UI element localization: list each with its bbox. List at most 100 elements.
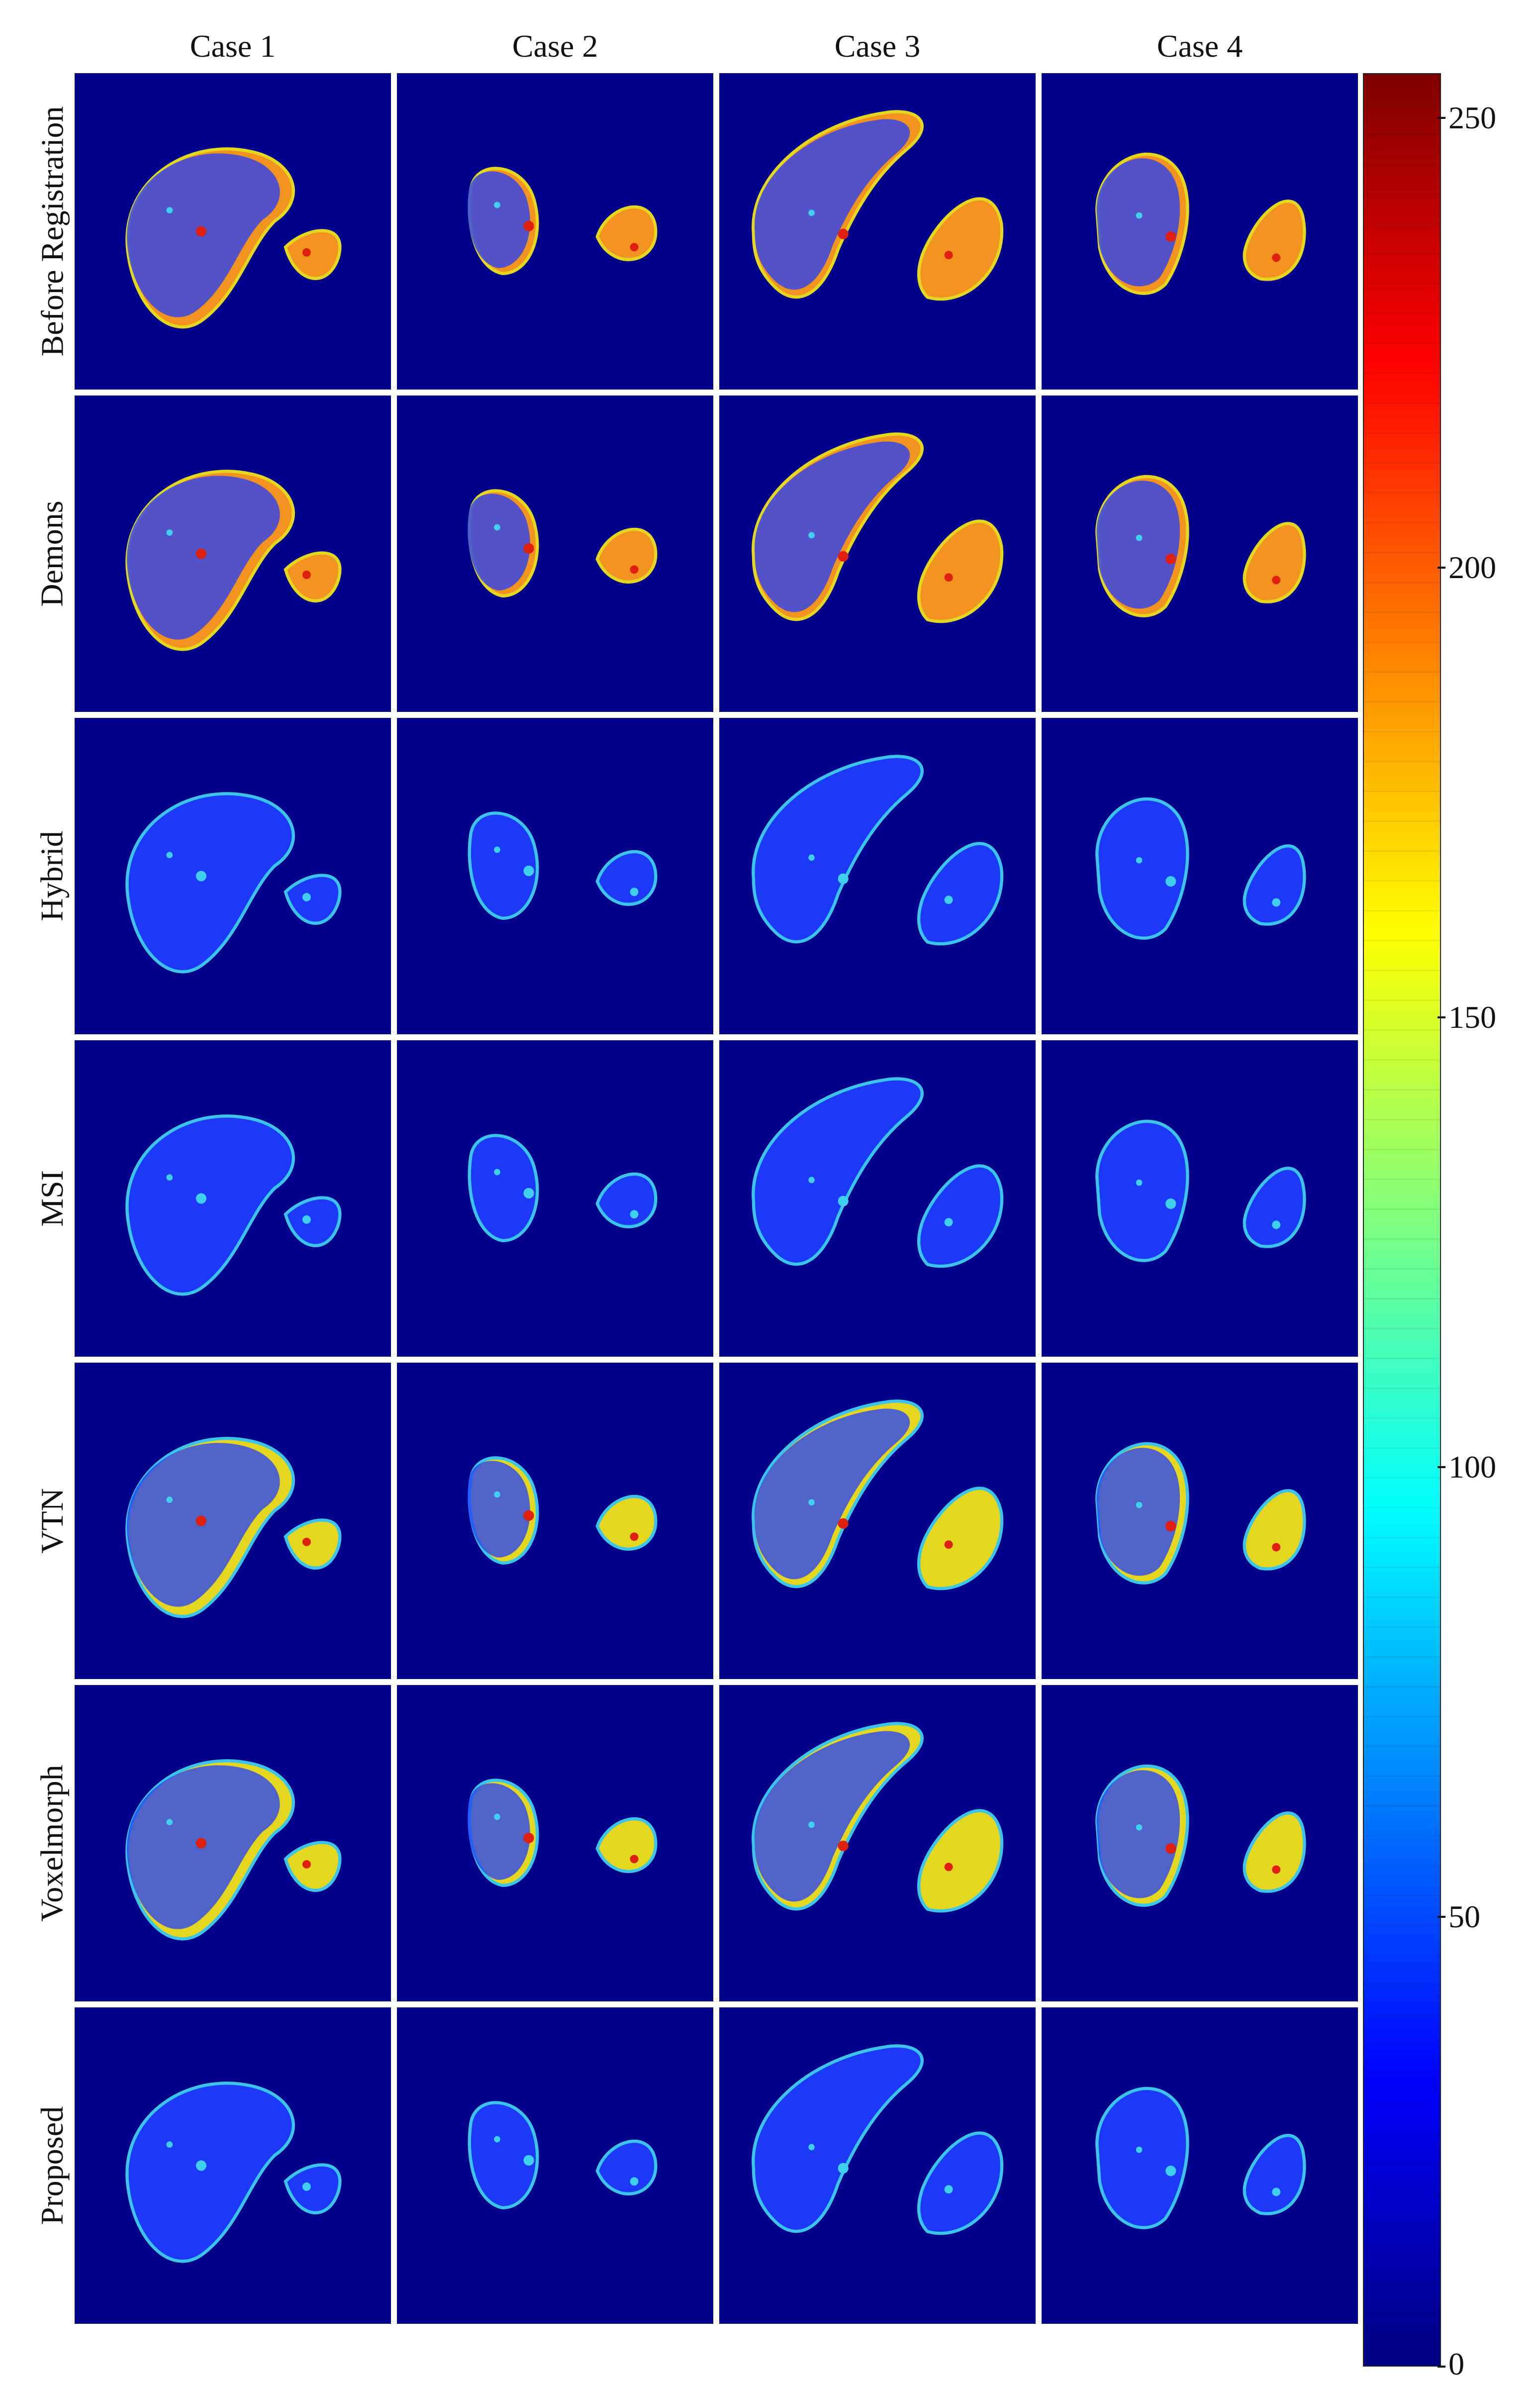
speckle xyxy=(494,1169,500,1176)
speckle xyxy=(1272,1543,1281,1552)
organ-small-region xyxy=(595,1172,658,1228)
organ-small-region xyxy=(284,229,342,280)
speckle xyxy=(808,1499,815,1506)
difference-map xyxy=(1095,1442,1306,1585)
speckle xyxy=(1165,1521,1176,1532)
difference-map xyxy=(752,2044,1004,2235)
organ-small-region xyxy=(917,1164,1004,1268)
panel-voxelmorph-case-3 xyxy=(719,1685,1036,2001)
liver-inner-region xyxy=(468,1461,530,1558)
panel-before-registration-case-2 xyxy=(397,73,713,390)
liver-region xyxy=(1095,2087,1189,2229)
speckle xyxy=(838,228,849,239)
difference-map xyxy=(752,1399,1004,1590)
liver-inner-region xyxy=(1096,1770,1180,1898)
difference-map xyxy=(468,1456,658,1565)
panel-voxelmorph-case-1 xyxy=(75,1685,391,2001)
speckle xyxy=(838,873,849,884)
panel-before-registration-case-4 xyxy=(1042,73,1358,390)
speckle xyxy=(1136,857,1143,864)
colorbar-bands xyxy=(1364,74,1440,2366)
difference-map xyxy=(752,432,1004,623)
panel-hybrid-case-2 xyxy=(397,718,713,1034)
difference-map xyxy=(125,1114,342,1296)
speckle xyxy=(1165,231,1176,242)
difference-map xyxy=(468,1779,658,1887)
liver-region xyxy=(125,2082,295,2263)
speckle xyxy=(1165,2166,1176,2177)
difference-map xyxy=(125,792,342,974)
speckle xyxy=(808,1177,815,1184)
speckle xyxy=(1272,253,1281,262)
speckle xyxy=(838,1840,849,1851)
speckle xyxy=(195,1193,206,1204)
speckle xyxy=(302,1215,311,1224)
speckle xyxy=(1165,1843,1176,1854)
liver-region xyxy=(752,2044,924,2233)
speckle xyxy=(302,1537,311,1546)
panel-hybrid-case-4 xyxy=(1042,718,1358,1034)
liver-region xyxy=(125,792,295,974)
liver-region xyxy=(125,1114,295,1296)
colorbar-tick xyxy=(1438,1016,1445,1019)
difference-map xyxy=(468,2101,658,2209)
colorbar-tick-label: 150 xyxy=(1448,999,1496,1035)
column-header-case-1: Case 1 xyxy=(190,28,276,64)
speckle xyxy=(808,532,815,539)
liver-inner-region xyxy=(1096,1448,1180,1576)
speckle xyxy=(944,251,953,260)
speckle xyxy=(302,1860,311,1869)
liver-inner-region xyxy=(1096,158,1180,287)
colorbar-tick-label: 0 xyxy=(1448,2346,1464,2382)
panel-proposed-case-2 xyxy=(397,2007,713,2324)
panel-demons-case-2 xyxy=(397,396,713,712)
speckle xyxy=(630,243,639,252)
liver-inner-region xyxy=(754,441,910,612)
speckle xyxy=(494,846,500,853)
organ-small-region xyxy=(595,1494,658,1551)
difference-map xyxy=(125,1437,342,1618)
organ-small-region xyxy=(595,2139,658,2195)
liver-region xyxy=(468,811,539,920)
speckle xyxy=(944,573,953,582)
panel-proposed-case-3 xyxy=(719,2007,1036,2324)
speckle xyxy=(302,248,311,257)
colorbar-tick xyxy=(1438,2366,1445,2368)
organ-small-region xyxy=(284,2163,342,2214)
colorbar-tick xyxy=(1438,1466,1445,1469)
colorbar-tick-label: 50 xyxy=(1448,1899,1480,1935)
speckle xyxy=(630,2177,639,2186)
speckle xyxy=(523,2155,534,2166)
colorbar-tick-label: 100 xyxy=(1448,1449,1496,1485)
speckle xyxy=(944,1218,953,1227)
liver-region xyxy=(752,1077,924,1266)
organ-small-region xyxy=(595,205,658,261)
speckle xyxy=(1272,1865,1281,1874)
speckle xyxy=(1165,1198,1176,1209)
speckle xyxy=(1272,576,1281,585)
organ-small-region xyxy=(1243,844,1306,926)
colorbar-tick xyxy=(1438,567,1445,569)
organ-small-region xyxy=(1243,2134,1306,2215)
colorbar-tick xyxy=(1438,117,1445,119)
speckle xyxy=(494,2136,500,2143)
speckle xyxy=(944,1863,953,1872)
speckle xyxy=(838,1195,849,1206)
difference-map xyxy=(1095,153,1306,295)
column-header-case-3: Case 3 xyxy=(834,28,921,64)
speckle xyxy=(523,1832,534,1843)
speckle xyxy=(808,854,815,861)
difference-map xyxy=(752,1722,1004,1913)
speckle xyxy=(166,207,173,213)
panel-voxelmorph-case-4 xyxy=(1042,1685,1358,2001)
speckle xyxy=(1165,876,1176,887)
organ-small-region xyxy=(1243,1811,1306,1893)
liver-inner-region xyxy=(754,119,910,290)
speckle xyxy=(166,2141,173,2148)
difference-map xyxy=(1095,2087,1306,2229)
speckle xyxy=(195,548,206,559)
panel-demons-case-3 xyxy=(719,396,1036,712)
speckle xyxy=(808,1821,815,1828)
speckle xyxy=(808,2144,815,2151)
speckle xyxy=(195,871,206,882)
